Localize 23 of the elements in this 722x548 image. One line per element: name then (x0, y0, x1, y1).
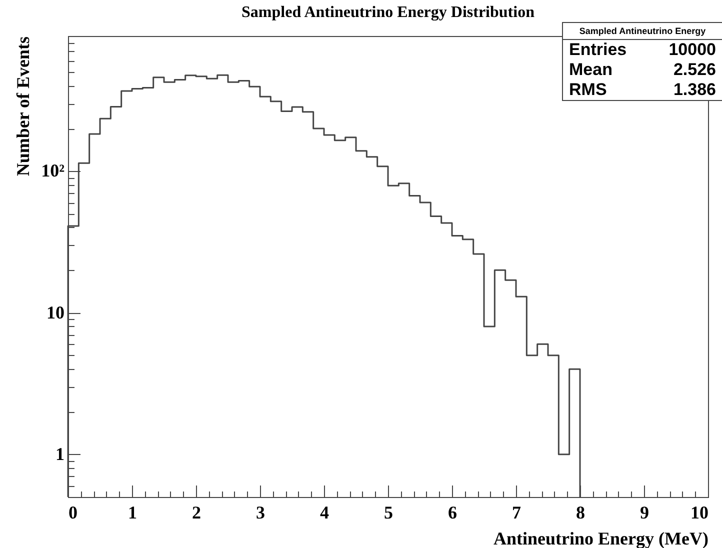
x-tick-label: 9 (640, 502, 649, 522)
y-tick-label: 10 (46, 302, 64, 322)
y-tick-label: 10² (41, 160, 64, 181)
x-tick-label: 7 (512, 502, 521, 522)
x-tick-label: 1 (128, 502, 137, 522)
annotation: Entries (569, 40, 627, 60)
y-axis-title: Number of Events (13, 36, 34, 176)
annotation: Mean (569, 60, 612, 80)
annotation: 10000 (668, 40, 716, 60)
x-tick-label: 6 (448, 502, 457, 522)
annotation: 1.386 (673, 80, 716, 100)
x-tick-label: 10 (690, 502, 708, 522)
y-tick-label: 1 (56, 444, 64, 464)
x-tick-label: 5 (384, 502, 393, 522)
x-tick-label: 8 (576, 502, 585, 522)
chart-title: Sampled Antineutrino Energy Distribution (242, 4, 535, 22)
text: Sampled Antineutrino Energy (563, 23, 722, 40)
x-tick-label: 3 (256, 502, 265, 522)
x-tick-label: 2 (192, 502, 201, 522)
annotation: 2.526 (673, 60, 716, 80)
x-tick-label: 4 (320, 502, 329, 522)
annotation: RMS (569, 80, 607, 100)
x-tick-label: 0 (68, 502, 78, 522)
